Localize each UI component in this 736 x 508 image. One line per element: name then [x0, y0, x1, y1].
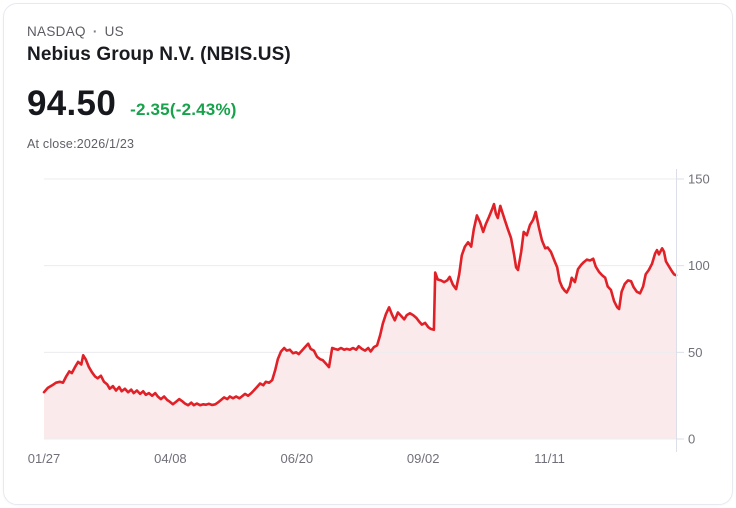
price-chart: 0 50 100 150 01/27 04/08 06/20 09/02 11/11: [28, 167, 733, 467]
region-label: US: [104, 24, 124, 39]
x-tick-label: 09/02: [407, 451, 440, 466]
stock-title: Nebius Group N.V. (NBIS.US): [27, 44, 291, 65]
current-price: 94.50: [27, 84, 117, 123]
close-info: At close:2026/1/23: [27, 137, 135, 151]
y-tick-label: 100: [688, 258, 710, 273]
x-tick-label: 01/27: [28, 451, 61, 466]
separator-dot: ·: [92, 24, 98, 39]
price-area-fill: [44, 204, 676, 439]
y-tick-label: 50: [688, 345, 702, 360]
card-header: NASDAQ · US Nebius Group N.V. (NBIS.US): [27, 24, 709, 66]
stock-quote-card: NASDAQ · US Nebius Group N.V. (NBIS.US) …: [3, 3, 733, 505]
price-line: [42, 202, 678, 407]
y-tick-label: 0: [688, 432, 695, 447]
x-tick-label: 06/20: [281, 451, 314, 466]
y-tick-label: 150: [688, 172, 710, 187]
chart-canvas[interactable]: 0 50 100 150 01/27 04/08 06/20 09/02 11/11: [28, 167, 733, 467]
price-row: 94.50 -2.35(-2.43%): [27, 84, 237, 124]
x-tick-label: 04/08: [154, 451, 187, 466]
exchange-label: NASDAQ: [27, 24, 86, 39]
price-change: -2.35(-2.43%): [130, 100, 237, 119]
exchange-row: NASDAQ · US: [27, 24, 709, 39]
x-tick-label: 11/11: [534, 451, 565, 466]
